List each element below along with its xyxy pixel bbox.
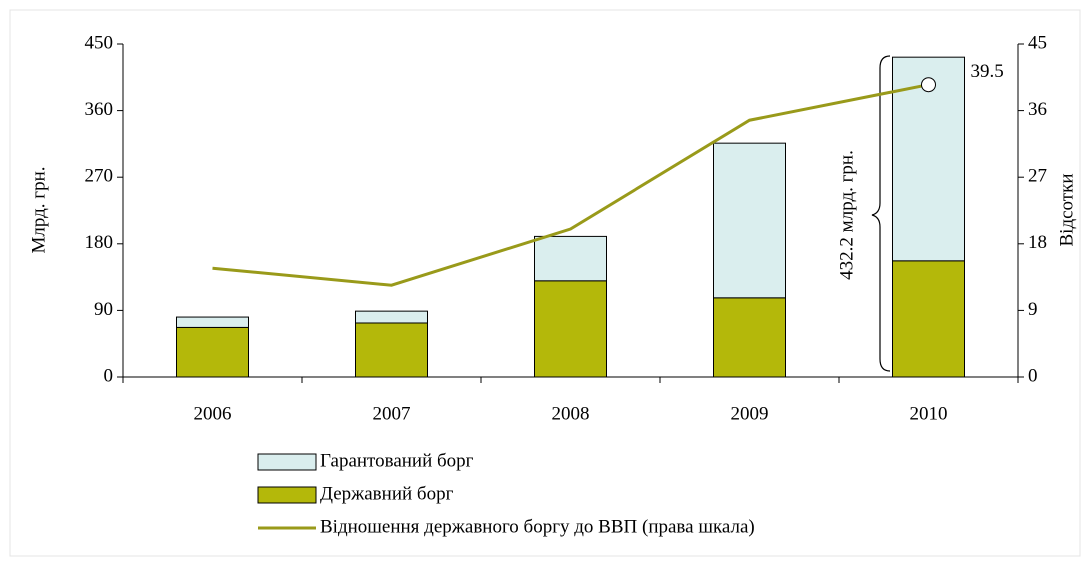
legend-label: Гарантований борг	[320, 450, 474, 471]
bar	[534, 235, 607, 282]
y-tick-label: 0	[104, 365, 114, 386]
legend-swatch	[257, 486, 317, 504]
data-label: 39.5	[971, 61, 1004, 82]
y2-tick-label: 18	[1028, 232, 1047, 253]
y2-axis-label: Відсотки	[1056, 173, 1077, 246]
bar	[713, 297, 786, 378]
bar	[176, 326, 249, 378]
bar	[534, 280, 607, 378]
y-tick-label: 180	[85, 232, 114, 253]
y2-tick-label: 45	[1028, 32, 1047, 53]
y-tick-label: 90	[94, 299, 113, 320]
bar	[892, 260, 965, 378]
legend-swatch	[257, 453, 317, 471]
x-tick-label: 2008	[552, 403, 590, 424]
bar	[355, 310, 428, 324]
y2-tick-label: 9	[1028, 299, 1038, 320]
x-tick-label: 2010	[910, 403, 948, 424]
x-tick-label: 2007	[373, 403, 411, 424]
y2-tick-label: 0	[1028, 365, 1038, 386]
point-marker	[921, 77, 936, 93]
line	[212, 83, 929, 287]
y-axis-label: Млрд. грн.	[28, 166, 49, 253]
bar	[176, 316, 249, 328]
annotation: 432.2 млрд. грн.	[836, 150, 857, 280]
y-tick-label: 450	[85, 32, 114, 53]
legend-label: Відношення державного боргу до ВВП (прав…	[320, 516, 755, 537]
x-tick-label: 2006	[194, 403, 232, 424]
y2-tick-label: 36	[1028, 99, 1047, 120]
x-tick-label: 2009	[731, 403, 769, 424]
y2-tick-label: 27	[1028, 166, 1047, 187]
y-tick-label: 270	[85, 166, 114, 187]
y-tick-label: 360	[85, 99, 114, 120]
bar	[355, 322, 428, 378]
bar	[713, 142, 786, 299]
brace	[871, 55, 891, 372]
legend-label: Державний борг	[320, 483, 454, 504]
